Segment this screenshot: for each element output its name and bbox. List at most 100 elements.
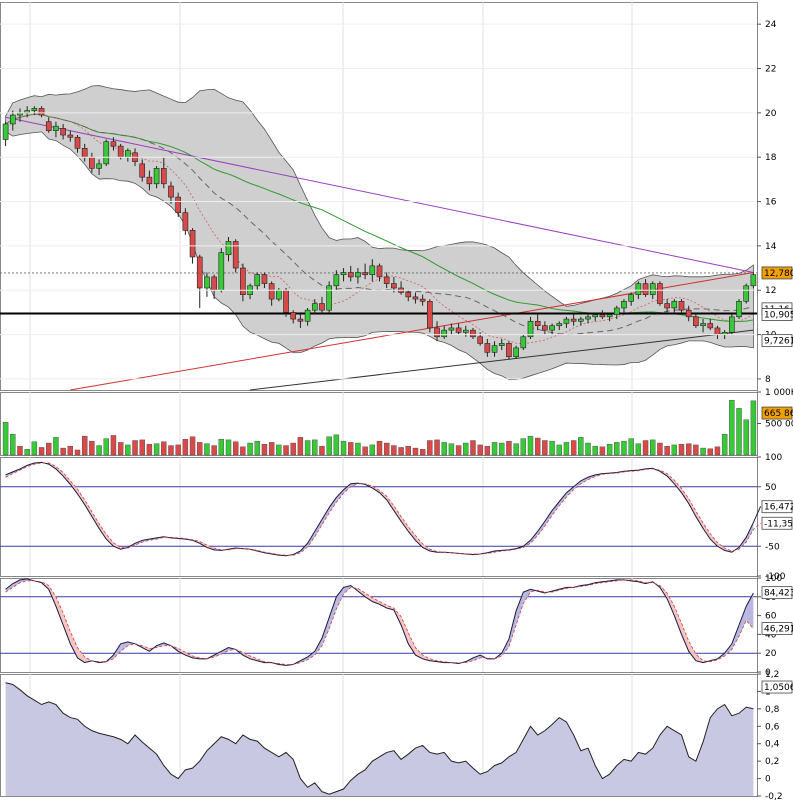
candle-body bbox=[441, 329, 448, 338]
candle-body bbox=[498, 343, 505, 346]
candle-body bbox=[146, 176, 153, 185]
volume-bar bbox=[283, 445, 289, 456]
volume-bar bbox=[513, 443, 519, 456]
candle-body bbox=[613, 307, 620, 315]
candle-body bbox=[225, 241, 232, 256]
volume-bar bbox=[67, 445, 74, 456]
oscillator-fill bbox=[566, 486, 574, 497]
volume-bar bbox=[340, 440, 347, 456]
candle-body bbox=[700, 323, 706, 327]
value-label-box bbox=[761, 308, 793, 321]
oscillator-signal-line bbox=[5, 462, 761, 556]
oscillator-fill bbox=[573, 480, 581, 490]
y-tick-label: 100 bbox=[765, 453, 782, 463]
candle-body bbox=[2, 123, 9, 140]
oscillator-fill bbox=[422, 543, 430, 552]
oscillator-fill bbox=[408, 526, 416, 541]
volume-bar bbox=[434, 439, 440, 456]
candle-body bbox=[347, 272, 354, 278]
y-tick-label: 50 bbox=[765, 483, 777, 493]
volume-bar bbox=[621, 440, 627, 456]
volume-bar bbox=[441, 442, 447, 456]
candle-body bbox=[290, 312, 297, 320]
volume-bar bbox=[585, 442, 591, 456]
volume-bar bbox=[204, 443, 210, 456]
oscillator-fill bbox=[77, 489, 85, 505]
volume-bar bbox=[276, 444, 282, 456]
volume-bar bbox=[125, 444, 131, 456]
oscillator-fill bbox=[746, 522, 754, 543]
candle-body bbox=[455, 327, 462, 333]
oscillator-fill bbox=[242, 652, 251, 659]
value-label-box bbox=[761, 334, 793, 348]
candle-body bbox=[240, 267, 246, 295]
oscillator-fill bbox=[99, 523, 107, 540]
candle-body bbox=[628, 294, 634, 302]
oscillator-fill bbox=[537, 521, 545, 536]
y-tick-label: 20 bbox=[765, 109, 777, 119]
candle-body bbox=[319, 303, 325, 311]
y-tick-label: 0,8 bbox=[765, 705, 780, 715]
value-label: 12,780 bbox=[764, 269, 793, 279]
oscillator-fill bbox=[559, 492, 567, 506]
candle-body bbox=[297, 318, 304, 322]
oscillator-fill bbox=[336, 489, 344, 503]
candle-body bbox=[729, 316, 735, 333]
volume-bar bbox=[168, 445, 174, 456]
oscillator-fill bbox=[386, 605, 394, 610]
candle-body bbox=[81, 148, 88, 158]
candle-body bbox=[556, 323, 563, 327]
candle-body bbox=[642, 283, 649, 295]
stochastic-line bbox=[5, 578, 754, 666]
panel-frame bbox=[0, 457, 758, 577]
value-label: 665 868 bbox=[764, 409, 793, 419]
candle-body bbox=[89, 156, 95, 169]
candle-body bbox=[9, 114, 16, 125]
volume-bar bbox=[225, 439, 232, 456]
candle-body bbox=[585, 316, 591, 320]
volume-bar bbox=[304, 440, 311, 456]
candle-body bbox=[664, 303, 670, 309]
candle-body bbox=[470, 329, 476, 338]
oscillator-fill bbox=[206, 545, 215, 550]
volume-bar bbox=[268, 442, 275, 456]
candle-body bbox=[110, 141, 117, 147]
volume-bar bbox=[312, 439, 318, 456]
stochastic-signal-line bbox=[5, 579, 754, 665]
volume-bar bbox=[419, 449, 426, 456]
volume-bar bbox=[218, 439, 225, 456]
oscillator-fill bbox=[178, 648, 186, 656]
volume-bar bbox=[398, 447, 404, 456]
candle-body bbox=[376, 265, 383, 278]
oscillator-fill bbox=[588, 474, 596, 480]
volume-bar bbox=[628, 438, 634, 456]
volume-bar bbox=[678, 444, 685, 456]
volume-bar bbox=[139, 439, 145, 456]
candle-body bbox=[391, 283, 397, 289]
candle-body bbox=[549, 325, 555, 331]
volume-bar bbox=[319, 445, 325, 456]
volume-bar bbox=[254, 440, 260, 456]
candle-body bbox=[304, 309, 311, 322]
candle-body bbox=[427, 301, 433, 329]
volume-bar bbox=[527, 435, 534, 456]
volume-bar bbox=[491, 442, 498, 456]
volume-bar bbox=[642, 440, 649, 456]
oscillator-fill bbox=[5, 583, 13, 593]
volume-bar bbox=[412, 447, 419, 456]
candle-body bbox=[542, 325, 548, 331]
candle-body bbox=[53, 125, 59, 131]
candle-body bbox=[685, 309, 692, 318]
volume-bar bbox=[146, 444, 153, 456]
volume-bar bbox=[53, 437, 59, 456]
volume-bar bbox=[132, 440, 138, 456]
oscillator-fill bbox=[120, 641, 128, 652]
candle-body bbox=[671, 301, 678, 309]
candle-body bbox=[506, 343, 512, 358]
y-tick-label: 0,6 bbox=[765, 722, 780, 732]
volume-bar bbox=[614, 442, 620, 456]
value-label-box bbox=[761, 516, 793, 530]
volume-bar bbox=[117, 442, 124, 456]
volume-bar bbox=[556, 444, 562, 456]
bollinger-band bbox=[5, 85, 754, 381]
